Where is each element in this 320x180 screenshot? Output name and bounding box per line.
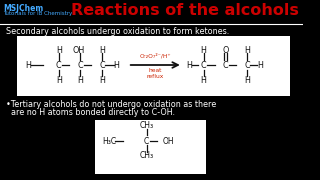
Text: H₃C: H₃C	[102, 136, 116, 145]
Text: Reactions of the alcohols: Reactions of the alcohols	[71, 3, 299, 18]
Text: Secondary alcohols undergo oxidation to form ketones.: Secondary alcohols undergo oxidation to …	[6, 27, 229, 36]
Text: Cr₂O₇²⁻/H⁺: Cr₂O₇²⁻/H⁺	[140, 53, 171, 58]
Text: H: H	[99, 46, 105, 55]
Text: C: C	[100, 60, 105, 69]
Text: H: H	[56, 75, 62, 84]
Bar	[95, 120, 206, 174]
Bar	[17, 36, 290, 96]
Text: C: C	[244, 60, 250, 69]
Text: OH: OH	[163, 136, 174, 145]
Text: CH₃: CH₃	[140, 152, 154, 161]
Text: Tutorials for IB Chemistry: Tutorials for IB Chemistry	[3, 11, 72, 16]
Text: H: H	[244, 46, 250, 55]
Text: MSJChem: MSJChem	[3, 4, 43, 13]
Text: C: C	[144, 136, 149, 145]
Text: CH₃: CH₃	[140, 122, 154, 130]
Text: H: H	[77, 75, 84, 84]
Text: C: C	[201, 60, 206, 69]
Text: H: H	[99, 75, 105, 84]
Text: H: H	[201, 75, 206, 84]
Text: H: H	[26, 60, 31, 69]
Text: heat
reflux: heat reflux	[147, 68, 164, 79]
Text: C: C	[78, 60, 83, 69]
Text: H: H	[257, 60, 263, 69]
Text: H: H	[114, 60, 119, 69]
Text: OH: OH	[72, 46, 85, 55]
Text: C: C	[222, 60, 228, 69]
Text: H: H	[244, 75, 250, 84]
Text: C: C	[56, 60, 61, 69]
Text: O: O	[222, 46, 228, 55]
Text: •Tertiary alcohols do not undergo oxidation as there: •Tertiary alcohols do not undergo oxidat…	[6, 100, 216, 109]
Text: H: H	[201, 46, 206, 55]
Text: H: H	[186, 60, 192, 69]
Text: are no H atoms bonded directly to C-OH.: are no H atoms bonded directly to C-OH.	[6, 108, 175, 117]
Text: H: H	[56, 46, 62, 55]
